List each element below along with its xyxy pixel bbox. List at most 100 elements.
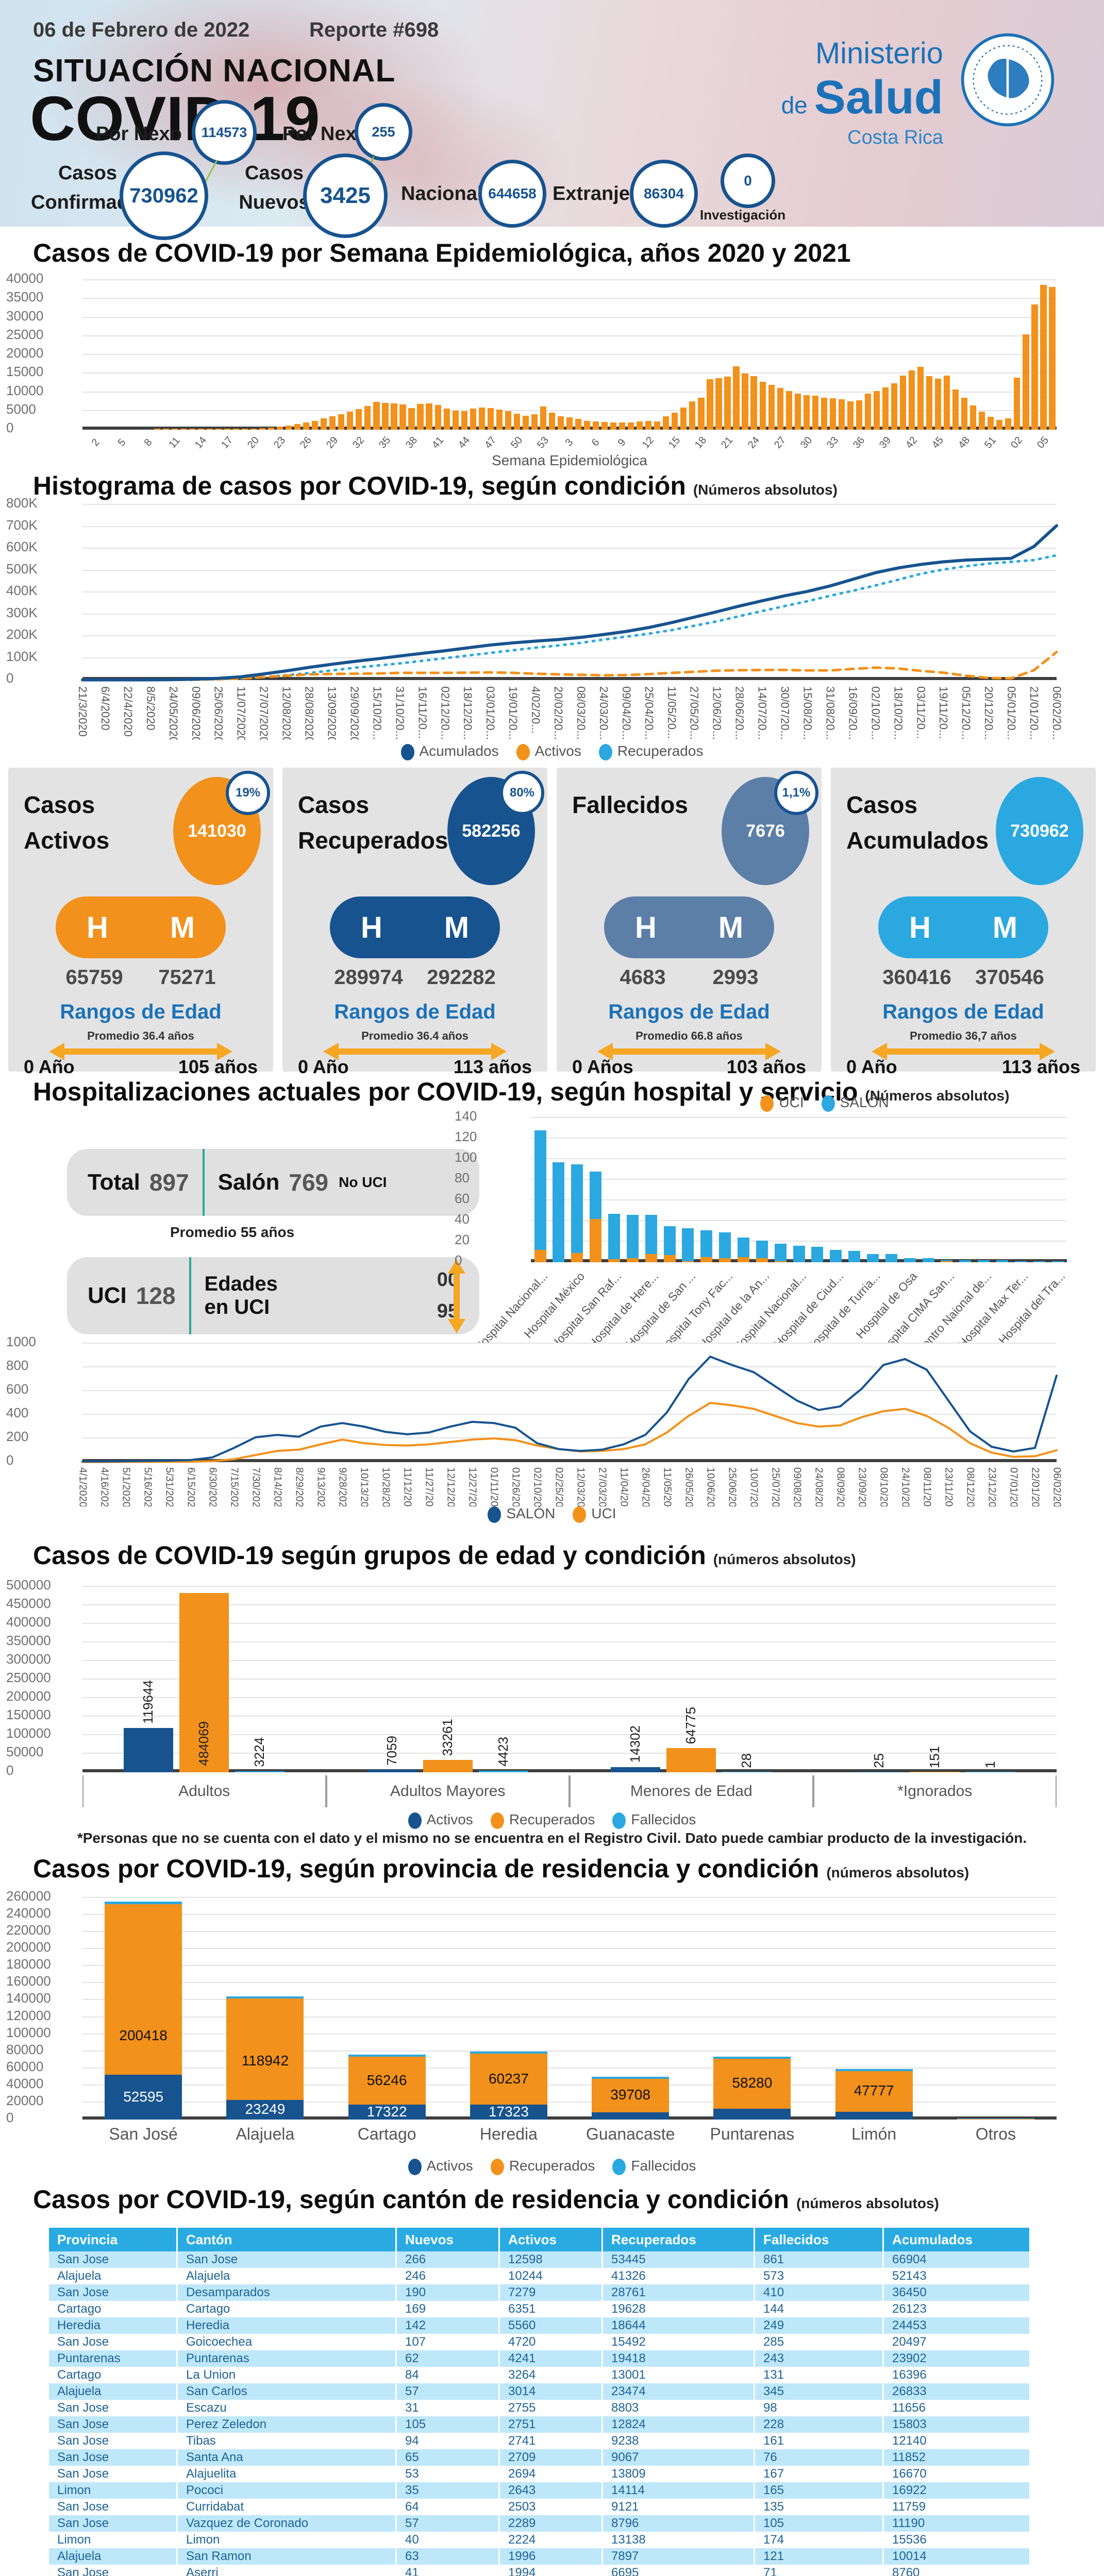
table-cell: 62 bbox=[397, 2350, 500, 2367]
y-tick-label: 200000 bbox=[6, 1688, 51, 1704]
y-tick-label: 800 bbox=[6, 1358, 29, 1373]
canton-table: Provincia Cantón Nuevos Activos Recuperados F… bbox=[49, 2228, 1031, 2576]
gridline bbox=[531, 1158, 1067, 1159]
table-cell: 15536 bbox=[884, 2532, 1031, 2548]
recuperados-value-label: 39708 bbox=[610, 2087, 651, 2103]
table-cell: Limon bbox=[178, 2532, 397, 2548]
table-cell: San Jose bbox=[49, 2499, 178, 2515]
uci-bar-segment bbox=[737, 1257, 749, 1262]
table-cell: 11852 bbox=[884, 2449, 1031, 2466]
gridline bbox=[82, 1414, 1057, 1415]
activos-segment bbox=[592, 2112, 670, 2120]
table-cell: 243 bbox=[755, 2350, 884, 2367]
x-tick-label: 08/09/2021 bbox=[834, 1467, 846, 1506]
uci-bar-segment bbox=[756, 1258, 768, 1262]
weekly-bar bbox=[803, 395, 810, 430]
investigacion-bubble: 0 bbox=[721, 154, 775, 208]
nacionales-bubble: 644658 bbox=[478, 160, 546, 228]
table-cell: Puntarenas bbox=[49, 2350, 178, 2367]
x-tick-label: 24/10/20... bbox=[899, 1467, 911, 1506]
y-tick-label: 200K bbox=[6, 626, 38, 642]
gridline bbox=[82, 1734, 1057, 1735]
recuperados-value-label: 60237 bbox=[488, 2070, 529, 2087]
weekly-bar bbox=[268, 427, 275, 430]
table-cell: Heredia bbox=[178, 2317, 397, 2334]
table-cell: Escazu bbox=[178, 2400, 397, 2416]
weekly-bar bbox=[399, 404, 406, 430]
casos-nuevos-bubble: 3425 bbox=[303, 154, 388, 238]
recuperados-segment bbox=[957, 2119, 1034, 2120]
table-cell: 11759 bbox=[884, 2499, 1031, 2515]
table-cell: 12598 bbox=[500, 2251, 603, 2268]
weekly-bar bbox=[303, 422, 310, 430]
table-row: Limon Pococi 35 2643 14114 165 16922 bbox=[49, 2482, 1031, 2499]
m-value: 2993 bbox=[712, 966, 759, 989]
x-tick-label: 12/08/2020 bbox=[280, 686, 293, 740]
age-bar-value: 151 bbox=[926, 1745, 942, 1768]
weekly-bar bbox=[637, 421, 643, 430]
weekly-bar bbox=[812, 396, 818, 430]
x-tick-label: 08/12/20... bbox=[964, 1467, 976, 1506]
x-tick-label: 21/3/2020 bbox=[76, 686, 89, 737]
legend-item: Fallecidos bbox=[612, 2158, 696, 2175]
gridline bbox=[82, 391, 1057, 393]
x-tick-label: 08/03/20... bbox=[574, 686, 588, 740]
table-cell: 144 bbox=[755, 2301, 884, 2317]
weekly-bar bbox=[707, 379, 713, 430]
m-value: 75271 bbox=[158, 966, 216, 989]
x-tick-label: 11/05/20... bbox=[661, 1467, 673, 1506]
hospital-label: Hospital Max Ter... bbox=[955, 1269, 1031, 1351]
salon-bar-segment bbox=[922, 1258, 934, 1262]
x-tick-label: 7/30/2020 bbox=[250, 1467, 262, 1506]
column-header: Activos bbox=[500, 2228, 603, 2251]
weekly-bar bbox=[952, 389, 959, 430]
salon-bar-segment bbox=[848, 1251, 861, 1262]
x-tick-label: 25/04/20... bbox=[642, 686, 656, 740]
age-range: 0 Año 113 años bbox=[846, 1056, 1080, 1078]
x-tick-label: 6/15/2020 bbox=[185, 1467, 197, 1506]
age-category-label: Menores de Edad bbox=[570, 1775, 813, 1807]
x-tick-label: 01/11/20... bbox=[488, 1467, 500, 1506]
x-tick-label: 31/08/20... bbox=[824, 686, 837, 740]
weekly-bar bbox=[206, 429, 213, 430]
x-tick-label: 11/12/20... bbox=[402, 1467, 413, 1506]
line-series bbox=[81, 524, 1058, 682]
salon-bar-segment bbox=[867, 1254, 879, 1262]
age-category-label: Adultos Mayores bbox=[326, 1775, 570, 1807]
weekly-bar bbox=[785, 391, 792, 430]
age-footnote: *Personas que no se cuenta con el dato y… bbox=[77, 1830, 1027, 1846]
x-tick-label: 09/08/20... bbox=[791, 1467, 803, 1506]
canton-table-title: Casos por COVID-19, según cantón de resi… bbox=[33, 2185, 939, 2214]
age-max: 113 años bbox=[453, 1056, 532, 1077]
province-section: Casos por COVID-19, según provincia de r… bbox=[0, 1844, 1104, 2184]
table-cell: Alajuelita bbox=[178, 2466, 397, 2482]
y-tick-label: 80000 bbox=[6, 2041, 44, 2057]
hm-values: 360416 370546 bbox=[871, 966, 1056, 989]
fallecidos-segment bbox=[348, 2055, 426, 2057]
promedio-label: Promedio 66.8 años bbox=[635, 1029, 743, 1042]
hm-values: 289974 292282 bbox=[322, 966, 508, 989]
recuperados-segment bbox=[105, 1904, 182, 2075]
province-category-label: Heredia bbox=[479, 2125, 538, 2143]
table-cell: 167 bbox=[755, 2466, 884, 2482]
x-tick-label: 9/28/2020 bbox=[337, 1467, 348, 1506]
age-bar-value: 14302 bbox=[627, 1725, 643, 1763]
x-tick-label: 01/26/20... bbox=[510, 1467, 522, 1506]
x-tick-label: 9/13/2020 bbox=[315, 1467, 327, 1506]
table-cell: 10014 bbox=[884, 2548, 1031, 2565]
gridline bbox=[82, 1897, 1057, 1898]
fallecidos-segment bbox=[835, 2069, 913, 2071]
prov-title: Casos por COVID-19, según provincia de r… bbox=[33, 1854, 969, 1883]
weekly-bar bbox=[347, 412, 354, 430]
weekly-bar bbox=[908, 370, 915, 430]
province-bar-chart: 0 20000 40000 60000 80000 100000 120000 140000 1… bbox=[6, 1888, 1057, 2125]
x-tick-label: 27/03/20... bbox=[596, 1467, 608, 1506]
activos-dot-icon bbox=[408, 2158, 422, 2175]
table-cell: 35 bbox=[397, 2482, 500, 2499]
recuperados-dot-icon bbox=[490, 1812, 504, 1829]
table-row: Alajuela San Carlos 57 3014 23474 345 26833 bbox=[49, 2383, 1031, 2400]
y-tick-label: 120 bbox=[455, 1129, 477, 1144]
weekly-bar bbox=[917, 367, 924, 430]
table-cell: 84 bbox=[397, 2367, 500, 2383]
gridline bbox=[82, 1914, 1057, 1916]
